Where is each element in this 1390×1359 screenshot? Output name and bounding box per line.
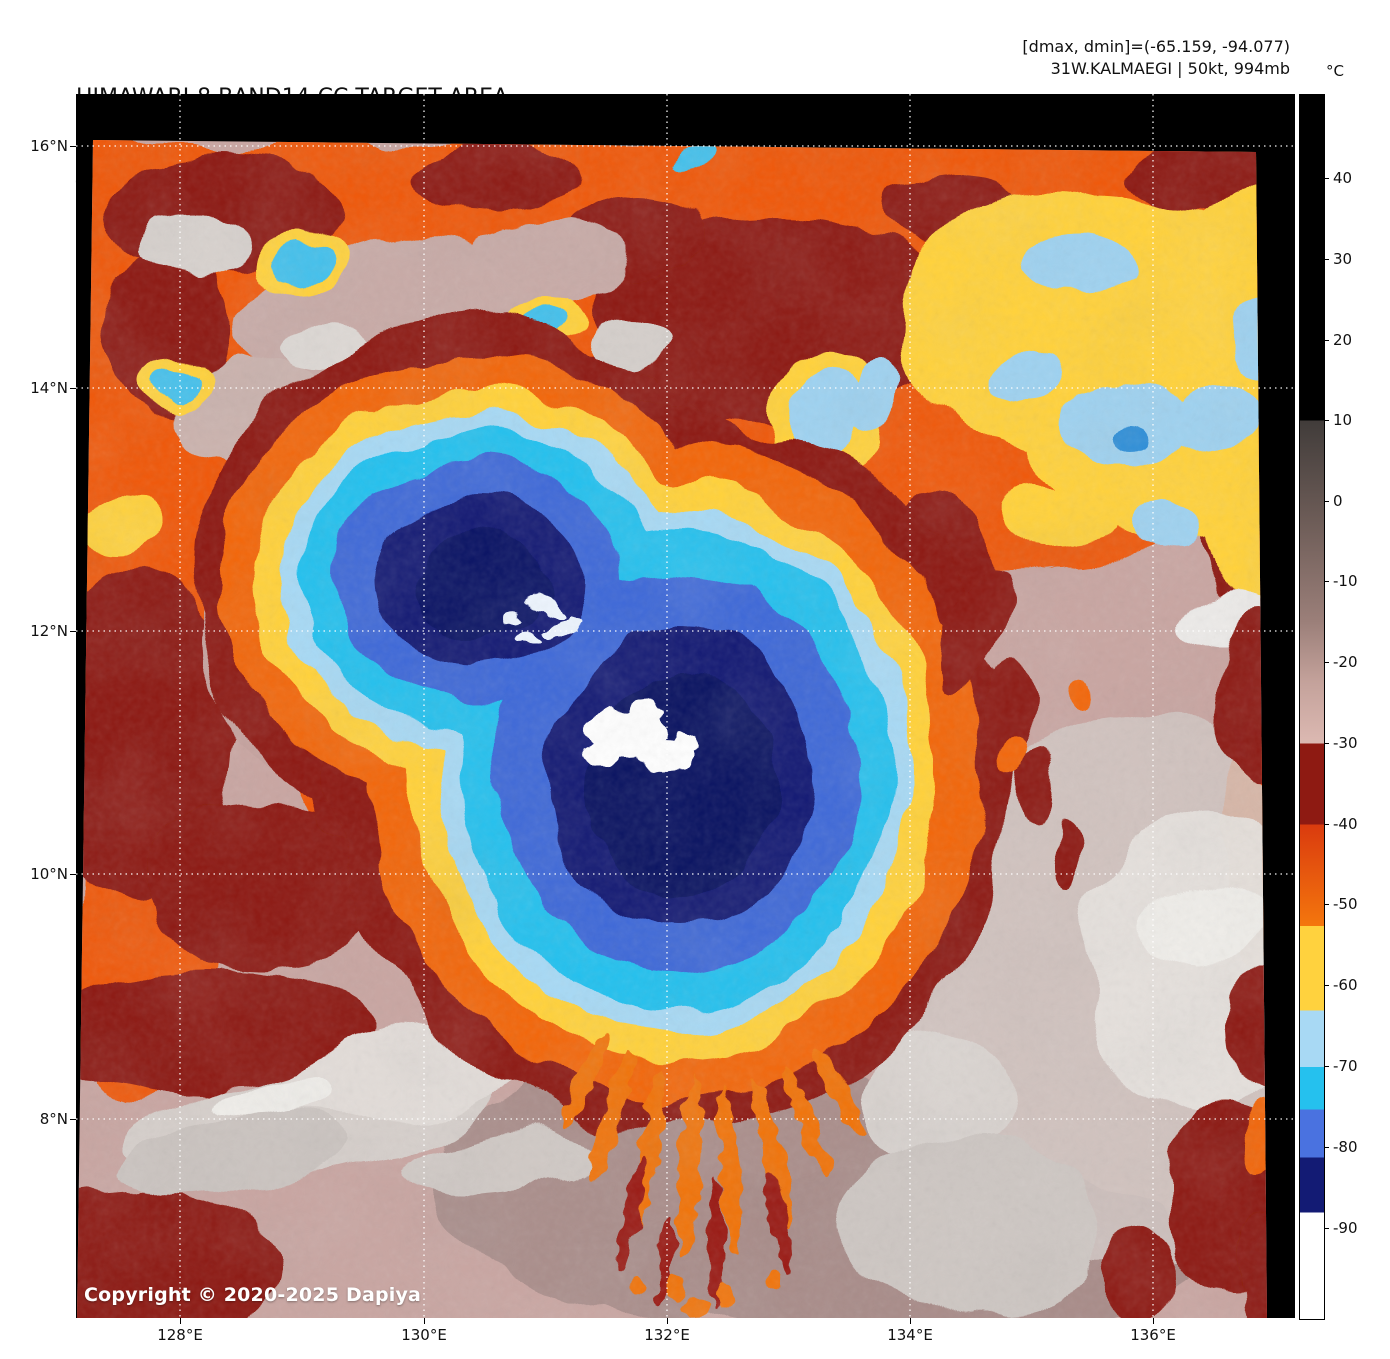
cb-tick-mark [1324, 340, 1329, 341]
cb-tick-m30: -30 [1333, 734, 1358, 752]
cb-tick-mark [1324, 581, 1329, 582]
cb-tick-m90: -90 [1333, 1219, 1358, 1237]
info-block: [dmax, dmin]=(-65.159, -94.077) 31W.KALM… [1022, 36, 1290, 80]
cb-tick-mark [1324, 662, 1329, 663]
lon-tick [424, 1318, 425, 1324]
lat-tick [70, 1119, 76, 1120]
lon-label-136e: 136°E [1130, 1326, 1176, 1344]
cb-tick-m40: -40 [1333, 815, 1358, 833]
lon-label-134e: 134°E [887, 1326, 933, 1344]
lat-tick [70, 146, 76, 147]
lat-label-10n: 10°N [30, 865, 68, 883]
cb-tick-mark [1324, 420, 1329, 421]
satellite-scene [77, 140, 1267, 1318]
lon-label-132e: 132°E [644, 1326, 690, 1344]
lat-label-8n: 8°N [39, 1110, 68, 1128]
temperature-colorbar [1299, 94, 1325, 1320]
lon-tick [667, 1318, 668, 1324]
cb-tick-mark [1324, 985, 1329, 986]
lat-tick [70, 388, 76, 389]
colorbar-unit-label: °C [1326, 62, 1344, 80]
cb-tick-20: 20 [1333, 331, 1353, 349]
cb-tick-mark [1324, 743, 1329, 744]
lon-tick [180, 1318, 181, 1324]
lat-label-12n: 12°N [30, 622, 68, 640]
gridlines [76, 94, 1295, 1318]
cb-tick-30: 30 [1333, 250, 1353, 268]
copyright: Copyright © 2020-2025 Dapiya [84, 1284, 422, 1306]
map-plot: Copyright © 2020-2025 Dapiya [76, 94, 1295, 1318]
cb-tick-mark [1324, 1147, 1329, 1148]
lat-tick [70, 874, 76, 875]
cb-tick-mark [1324, 824, 1329, 825]
satellite-image [76, 94, 1295, 1318]
cb-tick-m60: -60 [1333, 976, 1358, 994]
cb-tick-40: 40 [1333, 169, 1353, 187]
cb-tick-mark [1324, 1228, 1329, 1229]
dmax-dmin-readout: [dmax, dmin]=(-65.159, -94.077) [1022, 37, 1290, 56]
lon-label-130e: 130°E [401, 1326, 447, 1344]
cb-tick-mark [1324, 178, 1329, 179]
lon-label-128e: 128°E [157, 1326, 203, 1344]
storm-info: 31W.KALMAEGI | 50kt, 994mb [1050, 59, 1290, 78]
cb-tick-m50: -50 [1333, 895, 1358, 913]
lat-label-14n: 14°N [30, 379, 68, 397]
cb-tick-10: 10 [1333, 411, 1353, 429]
lon-tick [910, 1318, 911, 1324]
lat-label-16n: 16°N [30, 137, 68, 155]
grain-texture [77, 140, 1267, 1318]
cb-tick-0: 0 [1333, 492, 1343, 510]
cb-tick-m80: -80 [1333, 1138, 1358, 1156]
cb-tick-mark [1324, 904, 1329, 905]
lat-tick [70, 631, 76, 632]
cb-tick-mark [1324, 501, 1329, 502]
lon-tick [1153, 1318, 1154, 1324]
cb-tick-m20: -20 [1333, 653, 1358, 671]
cb-tick-mark [1324, 1066, 1329, 1067]
cb-tick-m10: -10 [1333, 572, 1358, 590]
cb-tick-m70: -70 [1333, 1057, 1358, 1075]
cb-tick-mark [1324, 259, 1329, 260]
